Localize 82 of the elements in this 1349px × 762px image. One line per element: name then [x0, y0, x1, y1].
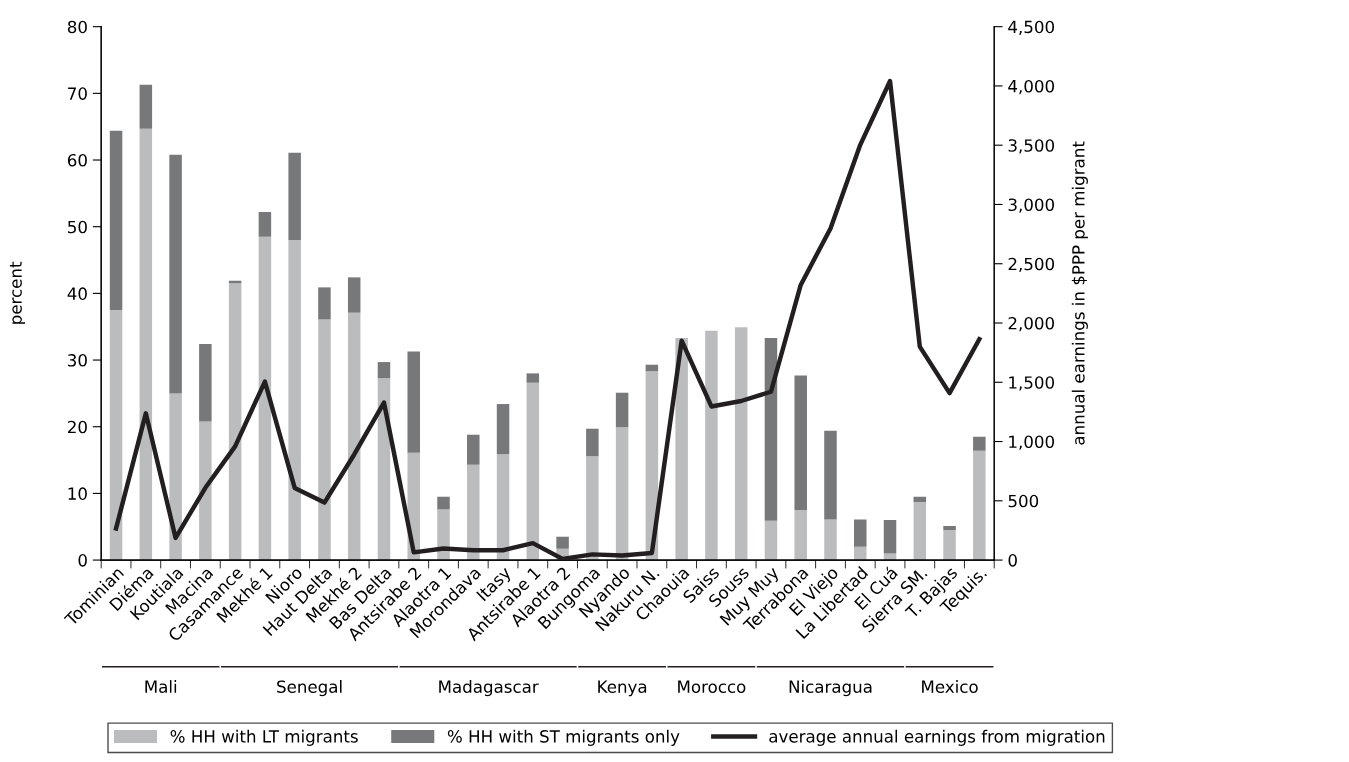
- bar: [318, 319, 331, 561]
- bar: [824, 519, 837, 561]
- bar: [318, 287, 331, 320]
- y-tick-label: 60: [67, 153, 87, 167]
- bar: [407, 351, 420, 453]
- legend-label: % HH with LT migrants: [170, 729, 358, 746]
- y2-tick-label: 1,500: [1009, 376, 1055, 391]
- bar: [943, 526, 956, 531]
- bar: [913, 496, 927, 503]
- bar: [347, 277, 361, 313]
- bar: [854, 519, 867, 547]
- y-axis-title: percent: [9, 261, 26, 324]
- bar: [675, 338, 688, 561]
- bar: [973, 436, 986, 451]
- bar: [913, 502, 927, 561]
- y2-tick-label: 0: [1008, 554, 1017, 567]
- bar: [139, 128, 153, 561]
- bar: [467, 464, 480, 561]
- text: Mexico: [922, 680, 978, 693]
- y2-tick-label: 3,000: [1008, 198, 1055, 213]
- y2-tick-label: 4,500: [1008, 20, 1055, 35]
- y2-tick-label: 2,500: [1008, 257, 1055, 273]
- y-tick-label: 80: [67, 20, 87, 34]
- y2-tick-label: 500: [1008, 494, 1039, 508]
- line-series: [113, 78, 982, 561]
- bar: [973, 450, 986, 561]
- bar: [794, 375, 807, 511]
- bar: [794, 510, 807, 561]
- bar: [467, 434, 480, 465]
- y-tick-label: 20: [67, 420, 87, 434]
- bar: [586, 428, 599, 457]
- y-tick-label: 70: [68, 87, 87, 100]
- y2-tick-label: 2,000: [1008, 316, 1055, 332]
- bar: [139, 84, 153, 129]
- bar: [109, 130, 123, 311]
- legend-label: average annual earnings from migration: [769, 729, 1105, 746]
- text: Morocco: [678, 680, 746, 693]
- bar: [288, 152, 301, 241]
- y2-tick-label: 4,000: [1008, 79, 1055, 95]
- bar: [496, 404, 510, 455]
- bar: [526, 382, 540, 561]
- bar: [556, 536, 569, 549]
- bar: [258, 212, 272, 237]
- y-tick-label: 50: [68, 220, 87, 234]
- bar: [109, 310, 123, 561]
- bar: [824, 430, 837, 520]
- y2-axis-title: annual earnings in $PPP per migrant: [1071, 141, 1088, 445]
- bar: [228, 283, 242, 561]
- bar: [437, 496, 450, 510]
- bar: [764, 338, 778, 521]
- bar: [734, 327, 748, 561]
- legend-label: % HH with ST migrants only: [447, 729, 680, 746]
- bar: [764, 520, 778, 561]
- y2-tick-label: 3,500: [1008, 139, 1055, 154]
- bar: [615, 427, 629, 561]
- y-tick-label: 10: [68, 487, 87, 500]
- bar: [377, 362, 391, 379]
- y2-tick-label: 1,000: [1009, 435, 1055, 450]
- bar: [705, 330, 718, 561]
- text: Nicaragua: [789, 680, 872, 697]
- bar: [169, 154, 182, 394]
- bar: [883, 520, 897, 554]
- bar: [526, 373, 540, 383]
- bar: [943, 530, 956, 561]
- bar: [199, 344, 212, 422]
- bar: [437, 509, 450, 561]
- bar: [288, 240, 301, 561]
- bar: [199, 421, 212, 561]
- text: Mali: [145, 680, 177, 693]
- bar: [615, 392, 629, 428]
- bar: [496, 454, 510, 561]
- y-tick-label: 0: [78, 554, 87, 567]
- bar: [854, 546, 867, 561]
- bar: [586, 456, 599, 561]
- y-tick-label: 40: [67, 287, 87, 300]
- bar: [258, 236, 272, 561]
- bar: [169, 393, 182, 561]
- bar: [347, 312, 361, 561]
- text: Madagascar: [439, 680, 539, 697]
- text: Kenya: [598, 680, 647, 697]
- text: Senegal: [277, 680, 342, 697]
- y-tick-label: 30: [68, 354, 87, 367]
